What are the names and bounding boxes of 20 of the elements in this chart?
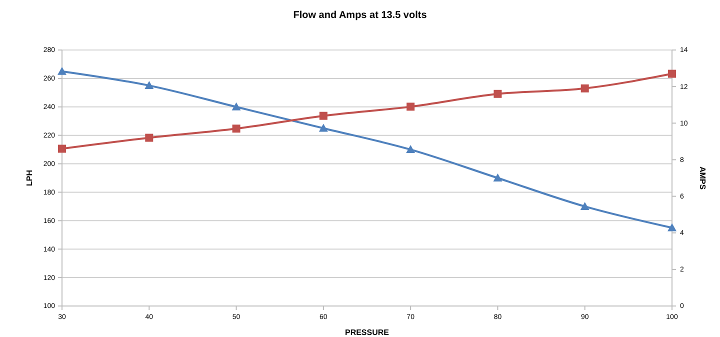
point xyxy=(232,102,241,110)
point xyxy=(232,124,240,133)
point xyxy=(58,144,66,153)
y-axis-title: LPH xyxy=(25,170,34,186)
point xyxy=(668,223,676,232)
x-axis-title: PRESSURE xyxy=(344,328,390,337)
point xyxy=(406,102,415,111)
point xyxy=(493,174,502,182)
point xyxy=(668,70,676,78)
point xyxy=(145,134,154,142)
chart-title: Flow and Amps at 13.5 volts xyxy=(293,10,428,21)
point xyxy=(580,202,590,210)
point xyxy=(58,66,66,75)
point xyxy=(494,90,502,98)
point xyxy=(144,81,154,90)
point xyxy=(318,124,328,132)
point xyxy=(319,112,328,120)
y2-axis-title: AMPS xyxy=(698,166,707,190)
point xyxy=(406,145,416,154)
point xyxy=(580,84,589,92)
